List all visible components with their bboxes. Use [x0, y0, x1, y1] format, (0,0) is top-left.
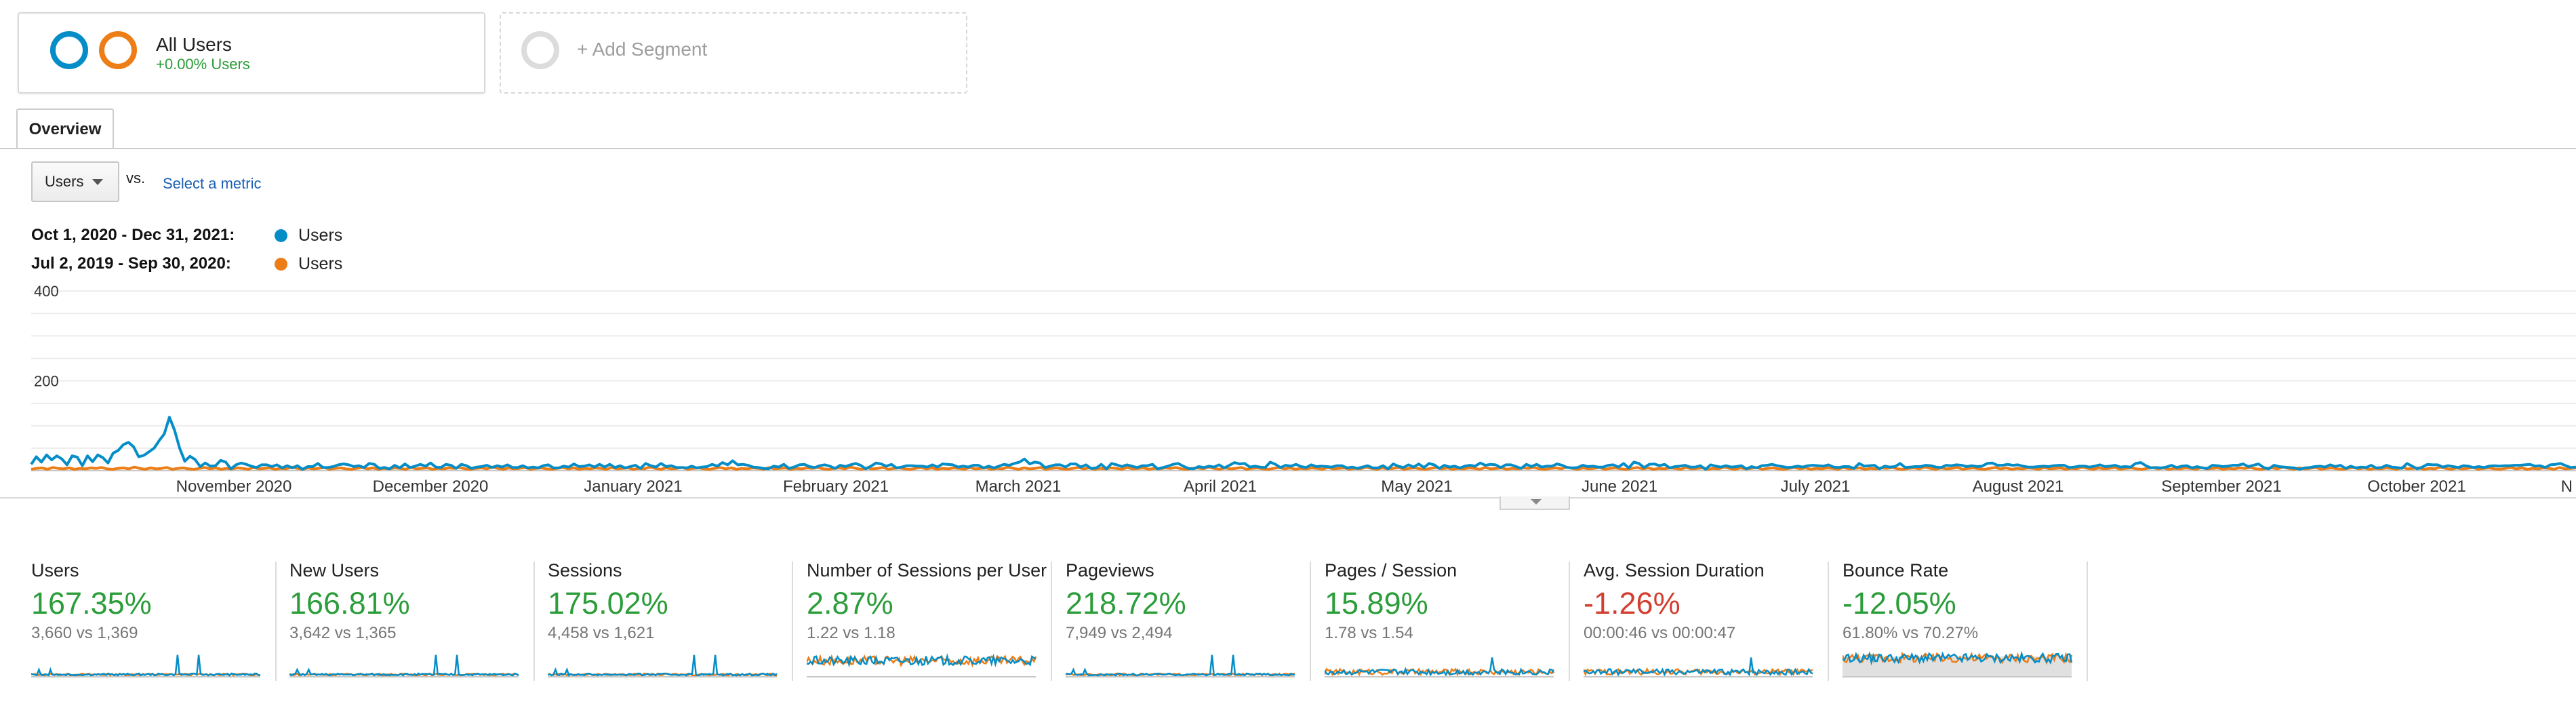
x-tick-label: November 2020	[176, 477, 292, 496]
sparkline-current	[807, 653, 1037, 668]
scorecard-sparkline	[1066, 654, 1295, 677]
sparkline-current	[1325, 657, 1555, 677]
x-tick-label: February 2021	[783, 477, 889, 496]
scorecard-comparison: 4,458 vs 1,621	[548, 624, 655, 642]
sparkline-current	[1066, 654, 1295, 677]
x-tick-label: June 2021	[1582, 477, 1657, 496]
scorecard-divider	[792, 562, 793, 681]
scorecard-sparkline	[1325, 657, 1555, 677]
legend-date-range-previous: Jul 2, 2019 - Sep 30, 2020:	[31, 254, 231, 273]
segment-title: All Users	[156, 34, 233, 55]
add-segment-label: + Add Segment	[577, 39, 708, 60]
scorecard-change-percent: -1.26%	[1584, 586, 1681, 621]
metric-dropdown[interactable]: Users	[31, 161, 119, 202]
segment-color-ring-icon	[50, 31, 88, 69]
scorecard-sparkline	[289, 654, 519, 677]
vs-label: vs.	[126, 170, 146, 186]
y-tick-label: 200	[34, 372, 59, 389]
scorecard[interactable]: Bounce Rate -12.05% 61.80% vs 70.27%	[1843, 557, 2100, 684]
metric-dropdown-value: Users	[45, 173, 84, 190]
tab-overview[interactable]: Overview	[16, 109, 114, 149]
scorecard-metric-name: Bounce Rate	[1843, 560, 1949, 581]
scorecard-change-percent: 2.87%	[807, 586, 893, 621]
scorecard-divider	[1310, 562, 1311, 681]
scorecard-metric-name: Pageviews	[1066, 560, 1154, 581]
scorecard-change-percent: 166.81%	[289, 586, 410, 621]
sparkline-current	[31, 654, 261, 677]
scorecard-divider	[1569, 562, 1570, 681]
scorecard-metric-name: Sessions	[548, 560, 622, 581]
scorecard-change-percent: 15.89%	[1325, 586, 1428, 621]
tab-divider	[0, 148, 2576, 149]
segment-subtitle: +0.00% Users	[156, 56, 250, 73]
scorecard-metric-name: Avg. Session Duration	[1584, 560, 1765, 581]
sparkline-current	[1843, 651, 2073, 666]
x-tick-label: December 2020	[373, 477, 489, 496]
x-tick-label: August 2021	[1973, 477, 2064, 496]
x-tick-label: N	[2561, 477, 2573, 496]
scorecard[interactable]: Sessions 175.02% 4,458 vs 1,621	[548, 557, 805, 684]
legend-date-range-current: Oct 1, 2020 - Dec 31, 2021:	[31, 226, 235, 244]
x-tick-label: April 2021	[1184, 477, 1257, 496]
chevron-down-icon	[1531, 499, 1542, 505]
legend-series-previous: Users	[298, 254, 343, 273]
scorecard-comparison: 00:00:46 vs 00:00:47	[1584, 624, 1736, 642]
scorecard-change-percent: 175.02%	[548, 586, 668, 621]
scorecard-comparison: 3,660 vs 1,369	[31, 624, 138, 642]
scorecard-sparkline	[1584, 657, 1813, 677]
scorecard[interactable]: Avg. Session Duration -1.26% 00:00:46 vs 0…	[1584, 557, 1841, 684]
series-line-current	[30, 416, 2576, 471]
scorecard-comparison: 61.80% vs 70.27%	[1843, 624, 1979, 642]
x-tick-label: September 2021	[2161, 477, 2281, 496]
x-tick-label: May 2021	[1381, 477, 1452, 496]
legend-series-current: Users	[298, 226, 343, 245]
x-tick-label: March 2021	[975, 477, 1062, 496]
add-segment-button[interactable]: + Add Segment	[500, 12, 967, 94]
legend-dot-icon	[275, 258, 287, 271]
scorecard[interactable]: Users 167.35% 3,660 vs 1,369	[31, 557, 289, 684]
scorecard-divider	[2087, 562, 2088, 681]
scorecard-sparkline	[548, 654, 778, 677]
y-tick-label: 400	[34, 283, 59, 300]
scorecard-comparison: 1.22 vs 1.18	[807, 624, 895, 642]
sparkline-current	[1584, 657, 1813, 677]
scorecard[interactable]: New Users 166.81% 3,642 vs 1,365	[289, 557, 547, 684]
legend-dot-icon	[275, 229, 287, 242]
scorecard[interactable]: Number of Sessions per User 2.87% 1.22 vs …	[807, 557, 1064, 684]
scorecard-change-percent: 167.35%	[31, 586, 152, 621]
scorecard-metric-name: Pages / Session	[1325, 560, 1457, 581]
segment-all-users[interactable]: All Users +0.00% Users	[18, 12, 485, 94]
sparkline-current	[548, 654, 778, 677]
scorecard-metric-name: New Users	[289, 560, 380, 581]
scorecard-sparkline	[31, 654, 261, 677]
scorecard-comparison: 3,642 vs 1,365	[289, 624, 397, 642]
users-line-chart: 400 200 November 2020 December 2020 January …	[0, 283, 2576, 498]
sparkline-previous	[1843, 651, 2073, 665]
scorecard[interactable]: Pageviews 218.72% 7,949 vs 2,494	[1066, 557, 1323, 684]
scorecard-sparkline	[1843, 651, 2073, 677]
x-tick-label: January 2021	[584, 477, 682, 496]
segment-color-ring-icon	[99, 31, 137, 69]
scorecard-divider	[1828, 562, 1829, 681]
scorecard-change-percent: -12.05%	[1843, 586, 1956, 621]
scorecard-change-percent: 218.72%	[1066, 586, 1186, 621]
scorecard-divider	[1051, 562, 1052, 681]
chart-expand-handle[interactable]	[1500, 496, 1570, 510]
x-tick-label: July 2021	[1781, 477, 1851, 496]
scorecard-divider	[534, 562, 535, 681]
select-metric-link[interactable]: Select a metric	[163, 175, 262, 192]
scorecard-comparison: 1.78 vs 1.54	[1325, 624, 1413, 642]
scorecard-metric-name: Number of Sessions per User	[807, 560, 1047, 581]
sparkline-current	[289, 654, 519, 677]
scorecard-metric-name: Users	[31, 560, 79, 581]
scorecard[interactable]: Pages / Session 15.89% 1.78 vs 1.54	[1325, 557, 1582, 684]
scorecard-sparkline	[807, 653, 1037, 677]
chevron-down-icon	[92, 179, 103, 185]
scorecard-comparison: 7,949 vs 2,494	[1066, 624, 1173, 642]
scorecard-divider	[275, 562, 277, 681]
x-tick-label: October 2021	[2367, 477, 2466, 496]
empty-segment-ring-icon	[521, 31, 559, 69]
